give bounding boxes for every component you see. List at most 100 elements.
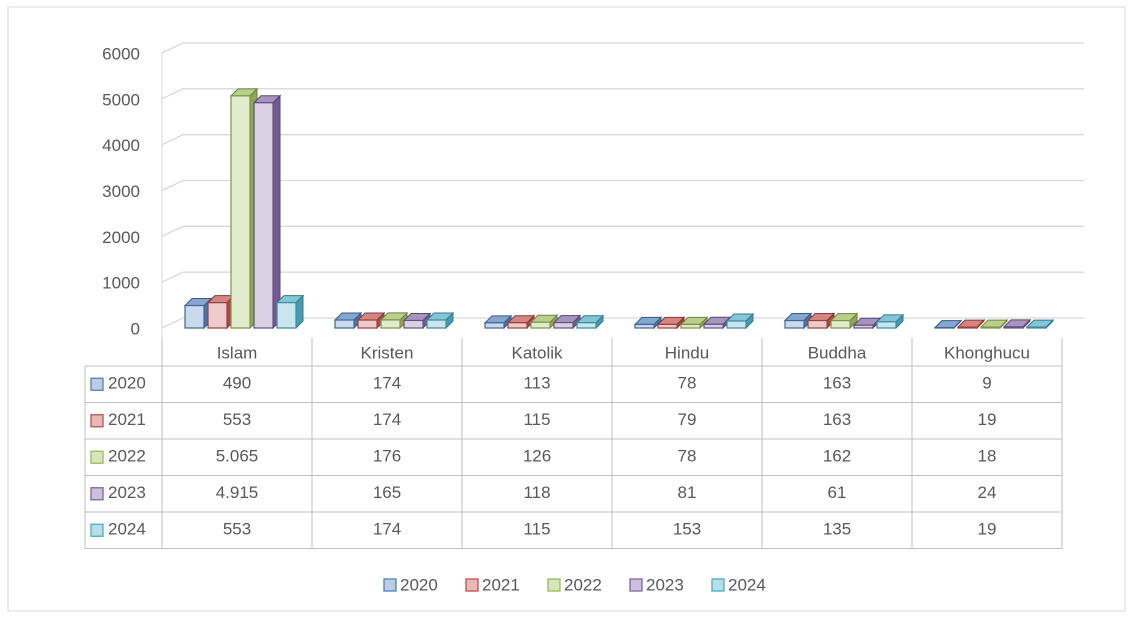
table-value: 5.065 xyxy=(216,447,259,466)
bar-front xyxy=(484,322,505,329)
bar-front xyxy=(357,319,378,329)
bar-front xyxy=(553,321,574,329)
bar-front xyxy=(657,323,678,329)
bar-front xyxy=(334,319,355,329)
bar-front xyxy=(807,319,828,329)
bar-front xyxy=(530,321,551,329)
bar-front xyxy=(507,322,528,329)
bar xyxy=(633,316,663,330)
table-value: 113 xyxy=(523,374,550,393)
bar-front xyxy=(876,321,897,329)
table-value: 9 xyxy=(982,374,991,393)
bar-front xyxy=(784,319,805,329)
legend-key xyxy=(629,578,643,592)
table-legend-key xyxy=(90,450,104,464)
grid-line xyxy=(161,317,1084,329)
bar-front xyxy=(253,102,274,329)
bar-front xyxy=(830,319,851,329)
bar-front xyxy=(980,326,1001,329)
table-value: 19 xyxy=(978,520,997,539)
table-series-name: 2024 xyxy=(108,520,146,539)
bar xyxy=(356,311,386,330)
category-label: Buddha xyxy=(808,343,867,362)
bar-front xyxy=(853,324,874,329)
bar-front xyxy=(634,323,655,329)
table-value: 18 xyxy=(978,447,997,466)
table-legend-key xyxy=(90,414,104,428)
chart-border xyxy=(7,6,1126,612)
y-tick-label: 0 xyxy=(131,319,140,338)
bar-front xyxy=(207,302,228,329)
table-value: 162 xyxy=(823,447,851,466)
y-tick-label: 1000 xyxy=(102,274,140,293)
bar xyxy=(275,294,305,330)
table-legend-key xyxy=(90,487,104,501)
table-legend-key xyxy=(90,523,104,537)
bar-front xyxy=(1026,326,1047,329)
bar-front xyxy=(703,323,724,329)
grid-line xyxy=(161,88,1084,100)
bar xyxy=(575,314,605,330)
table-value: 135 xyxy=(823,520,851,539)
bar xyxy=(656,316,686,330)
bar-front xyxy=(380,319,401,329)
bar-front xyxy=(1003,326,1024,329)
table-value: 81 xyxy=(678,483,697,502)
table-value: 163 xyxy=(823,410,851,429)
bar xyxy=(979,318,1009,330)
bar-front xyxy=(403,319,424,329)
y-tick-label: 3000 xyxy=(102,182,140,201)
y-tick-label: 2000 xyxy=(102,228,140,247)
bar xyxy=(1025,318,1055,330)
table-value: 4.915 xyxy=(216,483,259,502)
table-value: 78 xyxy=(678,374,697,393)
bar xyxy=(725,312,755,330)
table-series-name: 2022 xyxy=(108,447,146,466)
legend-label: 2022 xyxy=(564,575,602,594)
bar-side xyxy=(272,94,281,330)
table-value: 176 xyxy=(373,447,401,466)
bar xyxy=(933,319,963,330)
grid-line xyxy=(161,42,1084,54)
table-value: 553 xyxy=(223,520,251,539)
table-value: 19 xyxy=(978,410,997,429)
bar xyxy=(875,313,905,330)
table-series-name: 2020 xyxy=(108,374,146,393)
bar-front xyxy=(576,322,597,329)
category-label: Kristen xyxy=(361,343,414,362)
table-value: 78 xyxy=(678,447,697,466)
table-value: 153 xyxy=(673,520,701,539)
table-value: 61 xyxy=(828,483,847,502)
table-value: 490 xyxy=(223,374,251,393)
bar-front xyxy=(726,320,747,329)
bar xyxy=(402,312,432,330)
bar xyxy=(229,87,259,330)
bar xyxy=(425,311,455,330)
y-tick-label: 5000 xyxy=(102,90,140,109)
bar-front xyxy=(230,95,251,329)
y-tick-label: 6000 xyxy=(102,44,140,63)
table-value: 79 xyxy=(678,410,697,429)
bar-front xyxy=(957,326,978,329)
legend-key xyxy=(465,578,479,592)
table-value: 115 xyxy=(523,410,550,429)
grid-line xyxy=(161,179,1084,192)
table-value: 126 xyxy=(523,447,551,466)
table-value: 165 xyxy=(373,483,401,502)
legend-label: 2020 xyxy=(400,575,438,594)
table-series-name: 2023 xyxy=(108,483,146,502)
bar xyxy=(206,294,236,330)
table-series-name: 2021 xyxy=(108,410,146,429)
legend-label: 2021 xyxy=(482,575,520,594)
bar xyxy=(956,318,986,330)
bar xyxy=(552,314,582,330)
category-label: Khonghucu xyxy=(944,343,1030,362)
table-value: 118 xyxy=(523,483,550,502)
bar xyxy=(252,94,282,330)
legend-label: 2024 xyxy=(728,575,766,594)
legend-key xyxy=(547,578,561,592)
bar xyxy=(333,311,363,330)
table-value: 115 xyxy=(523,520,550,539)
table-value: 24 xyxy=(978,483,997,502)
